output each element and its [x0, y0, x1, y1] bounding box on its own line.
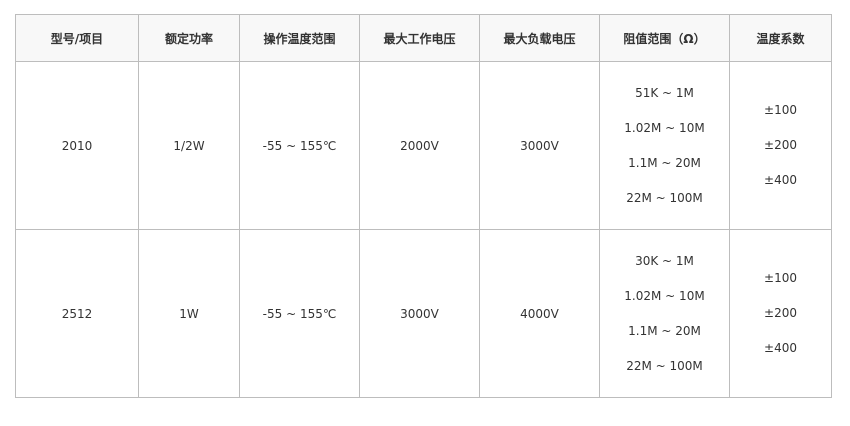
header-tcr: 温度系数 — [729, 14, 832, 62]
resistance-value: 1.02M ~ 10M — [624, 288, 705, 303]
table-row: 2512 1W -55 ~ 155℃ 3000V 4000V 30K ~ 1M … — [15, 229, 832, 398]
cell-resistance: 51K ~ 1M 1.02M ~ 10M 1.1M ~ 20M 22M ~ 10… — [599, 61, 730, 230]
cell-max-load-voltage: 4000V — [479, 229, 600, 398]
cell-max-work-voltage: 3000V — [359, 229, 480, 398]
tcr-value: ±200 — [764, 306, 797, 320]
cell-temp-range: -55 ~ 155℃ — [239, 61, 360, 230]
tcr-value: ±400 — [764, 173, 797, 187]
cell-resistance: 30K ~ 1M 1.02M ~ 10M 1.1M ~ 20M 22M ~ 10… — [599, 229, 730, 398]
tcr-value: ±100 — [764, 271, 797, 285]
tcr-value: ±400 — [764, 341, 797, 355]
header-row: 型号/项目 额定功率 操作温度范围 最大工作电压 最大负载电压 阻值范围（Ω） … — [15, 14, 832, 62]
cell-temp-range: -55 ~ 155℃ — [239, 229, 360, 398]
cell-tcr: ±100 ±200 ±400 — [729, 61, 832, 230]
resistance-value: 22M ~ 100M — [626, 190, 703, 205]
resistance-value: 1.1M ~ 20M — [628, 155, 701, 170]
resistance-value: 1.02M ~ 10M — [624, 120, 705, 135]
resistance-value: 30K ~ 1M — [635, 253, 694, 268]
cell-tcr: ±100 ±200 ±400 — [729, 229, 832, 398]
resistance-value: 22M ~ 100M — [626, 358, 703, 373]
header-max-load-voltage: 最大负载电压 — [479, 14, 600, 62]
tcr-value: ±200 — [764, 138, 797, 152]
header-max-work-voltage: 最大工作电压 — [359, 14, 480, 62]
spec-table: 型号/项目 额定功率 操作温度范围 最大工作电压 最大负载电压 阻值范围（Ω） … — [15, 14, 832, 398]
header-power: 额定功率 — [138, 14, 240, 62]
table-row: 2010 1/2W -55 ~ 155℃ 2000V 3000V 51K ~ 1… — [15, 61, 832, 230]
cell-model: 2512 — [15, 229, 139, 398]
header-resistance: 阻值范围（Ω） — [599, 14, 730, 62]
cell-model: 2010 — [15, 61, 139, 230]
cell-power: 1W — [138, 229, 240, 398]
cell-power: 1/2W — [138, 61, 240, 230]
header-temp-range: 操作温度范围 — [239, 14, 360, 62]
tcr-value: ±100 — [764, 103, 797, 117]
header-model: 型号/项目 — [15, 14, 139, 62]
cell-max-work-voltage: 2000V — [359, 61, 480, 230]
resistance-value: 1.1M ~ 20M — [628, 323, 701, 338]
resistance-value: 51K ~ 1M — [635, 85, 694, 100]
cell-max-load-voltage: 3000V — [479, 61, 600, 230]
